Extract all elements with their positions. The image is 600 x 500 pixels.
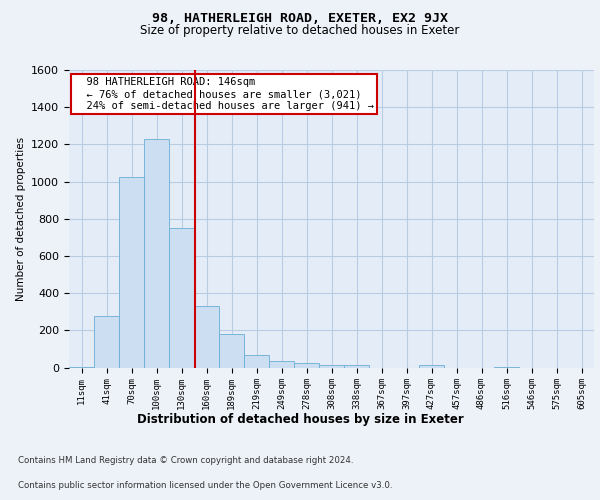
Text: 98, HATHERLEIGH ROAD, EXETER, EX2 9JX: 98, HATHERLEIGH ROAD, EXETER, EX2 9JX [152,12,448,26]
Y-axis label: Number of detached properties: Number of detached properties [16,136,26,301]
Bar [419,364,444,368]
Bar [119,177,144,368]
Bar [169,228,194,368]
Bar [319,364,344,368]
Bar [244,356,269,368]
Bar [94,316,119,368]
Text: 98 HATHERLEIGH ROAD: 146sqm
  ← 76% of detached houses are smaller (3,021)
  24%: 98 HATHERLEIGH ROAD: 146sqm ← 76% of det… [74,78,374,110]
Bar [69,366,94,368]
Text: Distribution of detached houses by size in Exeter: Distribution of detached houses by size … [137,412,463,426]
Bar [144,139,169,368]
Bar [194,306,219,368]
Text: Size of property relative to detached houses in Exeter: Size of property relative to detached ho… [140,24,460,37]
Bar [294,363,319,368]
Bar [344,364,369,368]
Bar [494,366,519,368]
Text: Contains HM Land Registry data © Crown copyright and database right 2024.: Contains HM Land Registry data © Crown c… [18,456,353,465]
Text: Contains public sector information licensed under the Open Government Licence v3: Contains public sector information licen… [18,481,392,490]
Bar [269,361,294,368]
Bar [219,334,244,368]
